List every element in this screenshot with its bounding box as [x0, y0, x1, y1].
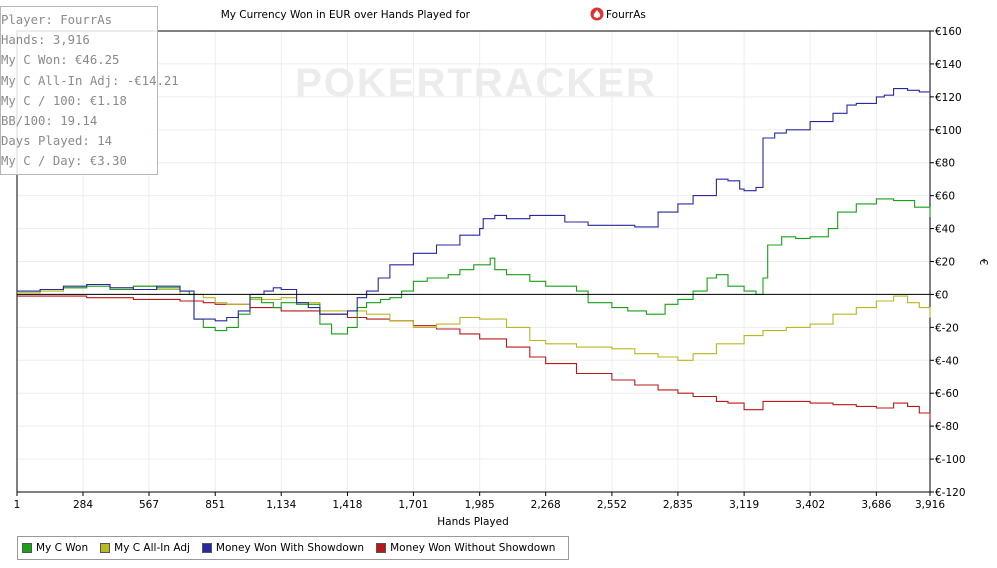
- stats-panel: Player: FourrAs Hands: 3,916 My C Won: €…: [0, 6, 179, 175]
- y-tick-label: €-120: [935, 487, 966, 499]
- y-tick-label: €-20: [935, 322, 959, 334]
- stat-days-played: Days Played: 14: [1, 134, 113, 149]
- legend-label: My C All-In Adj: [114, 542, 190, 554]
- x-tick-label: 567: [139, 499, 159, 511]
- y-tick-label: €0: [935, 289, 948, 301]
- legend: My C Won My C All-In Adj Money Won With …: [17, 536, 569, 560]
- y-tick-label: €120: [935, 92, 962, 104]
- x-tick-label: 3,916: [915, 499, 945, 511]
- x-tick-label: 2,552: [597, 499, 627, 511]
- y-tick-label: €100: [935, 125, 962, 137]
- stat-player: Player: FourrAs: [1, 13, 113, 27]
- y-tick-label: €80: [935, 158, 955, 170]
- chart-title-player: FourrAs: [606, 9, 646, 21]
- series-line-money-won-without-showdown: [17, 295, 931, 420]
- legend-item-showdown: Money Won With Showdown: [201, 542, 365, 554]
- x-tick-label: 3,686: [861, 499, 891, 511]
- y-tick-label: €40: [935, 224, 955, 236]
- x-axis-label: Hands Played: [437, 516, 508, 528]
- stat-won: My C Won: €46.25: [1, 53, 120, 68]
- x-tick-label: 284: [73, 499, 93, 511]
- stat-hands: Hands: 3,916: [1, 33, 90, 48]
- watermark: POKERTRACKER: [295, 61, 657, 105]
- stat-per-day: My C / Day: €3.30: [1, 154, 127, 169]
- x-tick-label: 1,985: [465, 499, 495, 511]
- y-tick-label: €140: [935, 59, 962, 71]
- spade-logo-icon: [590, 7, 604, 21]
- x-tick-label: 3,119: [729, 499, 759, 511]
- x-tick-label: 2,835: [663, 499, 693, 511]
- x-tick-label: 1: [14, 499, 21, 511]
- x-tick-label: 1,701: [398, 499, 428, 511]
- x-tick-label: 1,134: [266, 499, 296, 511]
- x-tick-label: 1,418: [332, 499, 362, 511]
- y-tick-label: €-80: [935, 421, 959, 433]
- stat-bb-100: BB/100: 19.14: [1, 114, 98, 129]
- legend-swatch: [201, 543, 212, 553]
- legend-label: My C Won: [36, 542, 89, 554]
- x-axis-ticks: 1 284 567 851 1,134 1,418 1,701 1,985 2,268 2,552…: [14, 492, 945, 511]
- y-tick-label: €160: [935, 26, 962, 38]
- legend-swatch: [376, 543, 387, 553]
- legend-label: Money Won With Showdown: [215, 542, 365, 554]
- legend-item-allin: My C All-In Adj: [100, 542, 190, 554]
- y-tick-label: €-60: [935, 388, 959, 400]
- y-tick-label: €-40: [935, 355, 959, 367]
- series-lines: [17, 88, 931, 420]
- x-tick-label: 3,402: [795, 499, 825, 511]
- y-tick-label: €-100: [935, 454, 966, 466]
- chart-title: My Currency Won in EUR over Hands Played…: [221, 9, 471, 21]
- legend-item-won: My C Won: [22, 542, 88, 554]
- series-line-money-won-with-showdown: [17, 88, 931, 322]
- y-tick-label: €60: [935, 191, 955, 203]
- series-line-my-c-all-in-adj: [17, 283, 931, 361]
- legend-swatch: [100, 543, 111, 553]
- y-axis-label: €: [977, 259, 989, 266]
- series-line-my-c-won: [17, 198, 931, 335]
- x-tick-label: 851: [205, 499, 225, 511]
- legend-label: Money Won Without Showdown: [390, 542, 556, 554]
- y-tick-label: €20: [935, 257, 955, 269]
- legend-swatch: [22, 543, 32, 553]
- y-axis-ticks: €-120 €-100 €-80 €-60 €-40 €-20 €0 €20 €40 €60 €80…: [930, 26, 966, 499]
- x-tick-label: 2,268: [531, 499, 561, 511]
- stat-allin-adj: My C All-In Adj: -€14.21: [1, 73, 179, 88]
- stat-per-100: My C / 100: €1.18: [1, 93, 127, 108]
- legend-item-no-showdown: Money Won Without Showdown: [376, 542, 555, 554]
